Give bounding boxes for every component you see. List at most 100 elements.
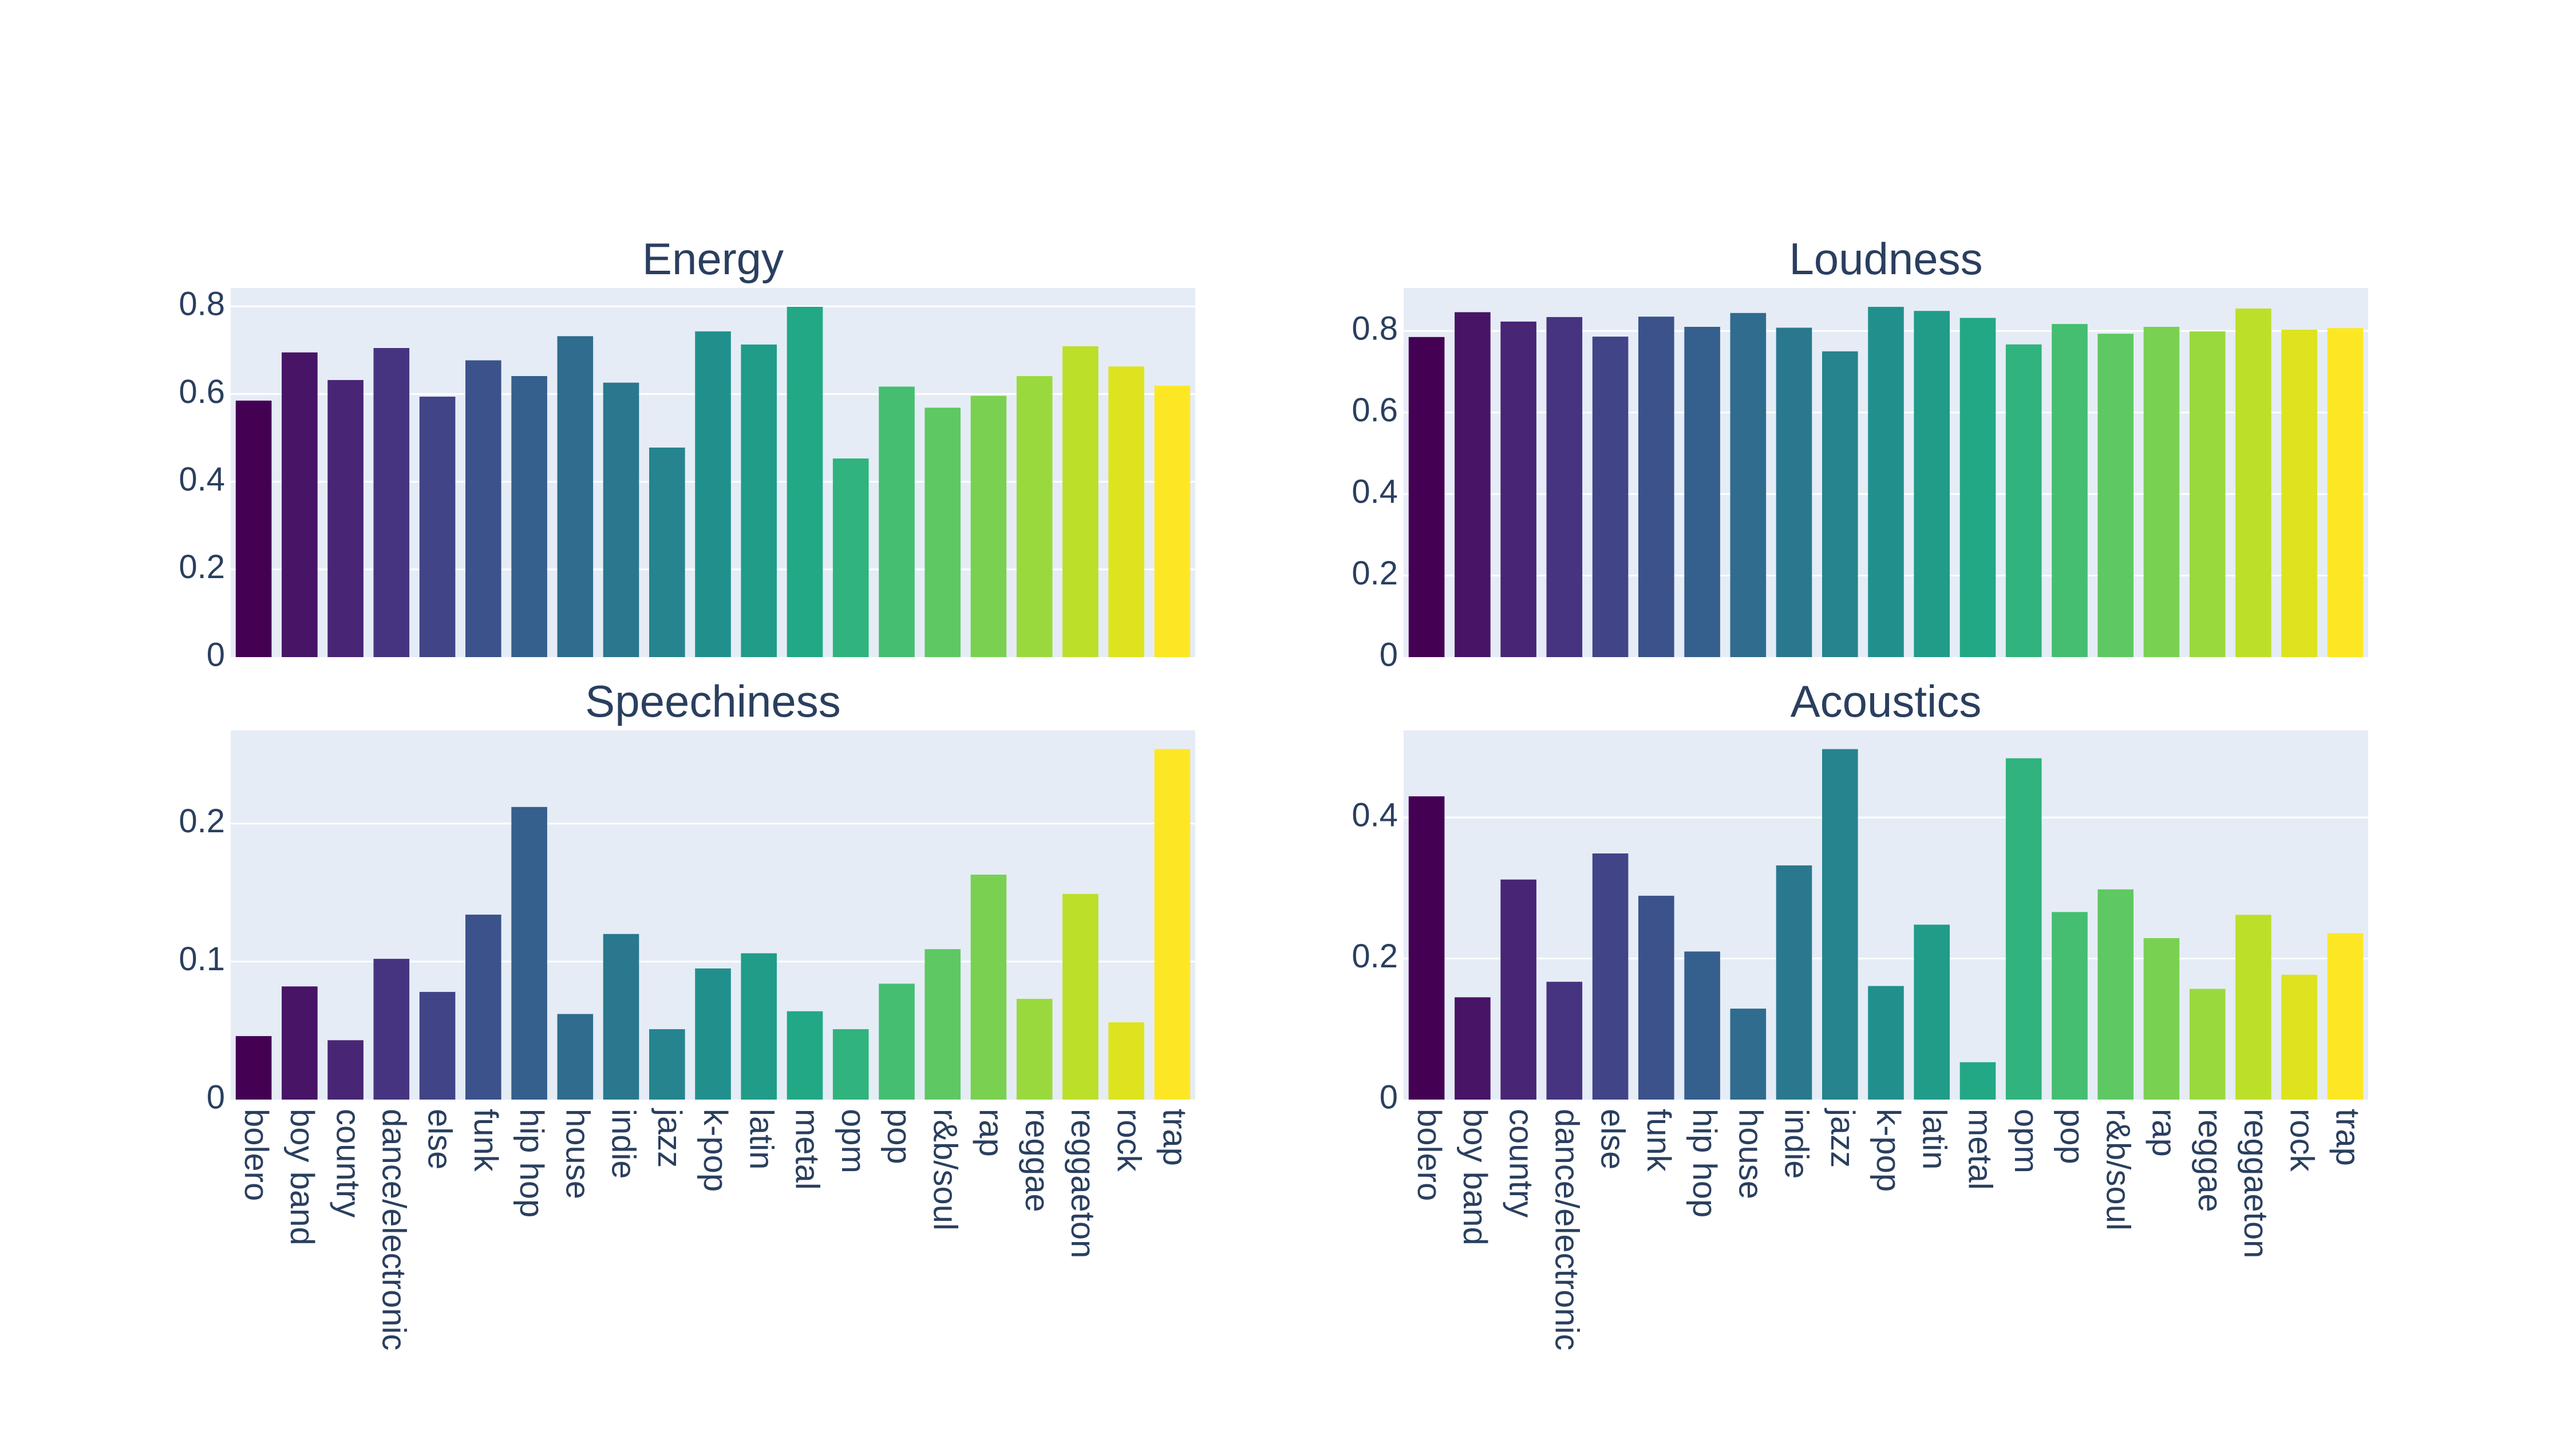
speechiness-x-tick-label: r&b/soul	[926, 1109, 963, 1231]
loudness-y-tick-label: 0	[1380, 636, 1398, 673]
energy-bar-else	[419, 397, 456, 657]
energy-subplot: 0 0.2 0.4 0.6 0.8 Energy	[179, 234, 1195, 673]
speechiness-bar-hip-hop	[511, 807, 547, 1100]
speechiness-x-tick-label: metal	[789, 1109, 826, 1190]
speechiness-bar-pop	[879, 983, 915, 1100]
loudness-bar-reggaeton	[2235, 309, 2271, 657]
speechiness-bar-reggaeton	[1062, 894, 1099, 1100]
speechiness-x-tick-label: dance/electronic	[376, 1109, 413, 1350]
speechiness-x-tick-label: house	[559, 1109, 596, 1199]
acoustics-bar-opm	[2005, 758, 2042, 1100]
acoustics-bar-jazz	[1822, 749, 1858, 1100]
speechiness-x-tick-label: else	[421, 1109, 459, 1169]
acoustics-bar-latin	[1914, 924, 1950, 1100]
acoustics-x-tick-label: bolero	[1411, 1109, 1448, 1201]
acoustics-x-tick-label: hip hop	[1686, 1109, 1723, 1217]
speechiness-x-tick-label: reggae	[1018, 1109, 1056, 1212]
acoustics-x-tick-label: metal	[1962, 1109, 1999, 1190]
loudness-bar-funk	[1638, 317, 1674, 657]
acoustics-x-tick-label: funk	[1640, 1109, 1677, 1172]
speechiness-bar-rock	[1108, 1022, 1144, 1100]
loudness-bar-k-pop	[1868, 307, 1904, 657]
loudness-bar-opm	[2005, 344, 2042, 657]
acoustics-bar-dance-electronic	[1546, 982, 1583, 1100]
acoustics-x-tick-label: r&b/soul	[2099, 1109, 2136, 1231]
speechiness-bar-indie	[603, 934, 639, 1100]
speechiness-x-tick-label: latin	[742, 1109, 780, 1169]
speechiness-bar-trap	[1154, 749, 1191, 1100]
speechiness-x-tick-label: pop	[880, 1109, 918, 1164]
speechiness-x-tick-label: trap	[1156, 1109, 1194, 1166]
speechiness-x-tick-label: funk	[467, 1109, 504, 1172]
energy-bar-metal	[787, 307, 823, 657]
speechiness-bar-jazz	[649, 1029, 685, 1100]
speechiness-x-tick-label: rap	[973, 1109, 1010, 1157]
loudness-bar-trap	[2327, 328, 2364, 657]
energy-bar-reggaeton	[1062, 346, 1099, 657]
acoustics-x-tick-label: opm	[2008, 1109, 2045, 1173]
acoustics-x-tick-label: country	[1502, 1109, 1539, 1217]
acoustics-x-tick-label: pop	[2053, 1109, 2091, 1164]
speechiness-bar-k-pop	[695, 968, 731, 1100]
acoustics-title: Acoustics	[1791, 676, 1982, 726]
loudness-bar-boy-band	[1455, 312, 1491, 657]
energy-bar-bolero	[235, 400, 272, 657]
loudness-y-tick-label: 0.2	[1352, 555, 1398, 592]
energy-bar-opm	[832, 458, 869, 657]
speechiness-x-tick-label: rock	[1110, 1109, 1147, 1172]
energy-title: Energy	[642, 234, 784, 284]
speechiness-bar-bolero	[235, 1036, 272, 1100]
speechiness-x-tick-label: opm	[835, 1109, 872, 1173]
loudness-bar-indie	[1776, 327, 1812, 657]
acoustics-subplot: 0 0.2 0.4 bolero boy band country dance/electr…	[1352, 676, 2368, 1350]
loudness-bar-country	[1500, 321, 1536, 657]
acoustics-bar-rap	[2143, 938, 2180, 1100]
speechiness-x-tick-label: hip hop	[513, 1109, 550, 1217]
acoustics-bar-house	[1730, 1009, 1767, 1100]
acoustics-bar-else	[1592, 853, 1629, 1100]
acoustics-x-tick-label: rap	[2146, 1109, 2183, 1157]
speechiness-x-tick-label: indie	[605, 1109, 642, 1179]
energy-bar-indie	[603, 382, 639, 657]
speechiness-x-tick-label: country	[329, 1109, 366, 1217]
loudness-bar-else	[1592, 337, 1629, 657]
acoustics-bar-r-b-soul	[2097, 889, 2134, 1100]
energy-bar-reggae	[1016, 376, 1053, 657]
loudness-bar-pop	[2052, 324, 2088, 657]
loudness-title: Loudness	[1789, 234, 1982, 284]
acoustics-bar-indie	[1776, 865, 1812, 1100]
energy-bar-house	[557, 336, 594, 657]
loudness-y-tick-label: 0.6	[1352, 392, 1398, 429]
acoustics-bar-pop	[2052, 912, 2088, 1100]
acoustics-x-tick-label: k-pop	[1870, 1109, 1907, 1192]
energy-bar-hip-hop	[511, 376, 547, 657]
speechiness-y-tick-label: 0.1	[179, 940, 225, 978]
acoustics-bar-boy-band	[1455, 997, 1491, 1100]
speechiness-bar-else	[419, 991, 456, 1100]
acoustics-x-tick-label: house	[1732, 1109, 1769, 1199]
energy-bar-rap	[970, 396, 1007, 657]
energy-bar-rock	[1108, 366, 1144, 657]
energy-bar-trap	[1154, 385, 1191, 657]
energy-y-tick-label: 0	[207, 636, 225, 673]
acoustics-x-tick-label: dance/electronic	[1548, 1109, 1586, 1350]
acoustics-bar-funk	[1638, 895, 1674, 1100]
speechiness-x-tick-label: boy band	[283, 1109, 321, 1246]
loudness-bar-hip-hop	[1684, 327, 1720, 657]
speechiness-bar-funk	[465, 914, 501, 1100]
acoustics-bar-hip-hop	[1684, 951, 1720, 1100]
speechiness-bar-latin	[741, 953, 777, 1100]
energy-bar-pop	[879, 386, 915, 657]
acoustics-y-tick-label: 0	[1380, 1078, 1398, 1116]
acoustics-bar-rock	[2281, 974, 2317, 1100]
loudness-bar-jazz	[1822, 351, 1858, 657]
acoustics-bar-country	[1500, 879, 1536, 1100]
energy-bar-jazz	[649, 447, 685, 657]
loudness-y-tick-label: 0.8	[1352, 310, 1398, 347]
speechiness-title: Speechiness	[585, 676, 841, 726]
energy-bar-boy-band	[282, 352, 318, 657]
speechiness-x-tick-label: k-pop	[697, 1109, 734, 1192]
acoustics-bar-trap	[2327, 933, 2364, 1100]
acoustics-bar-bolero	[1408, 796, 1445, 1100]
